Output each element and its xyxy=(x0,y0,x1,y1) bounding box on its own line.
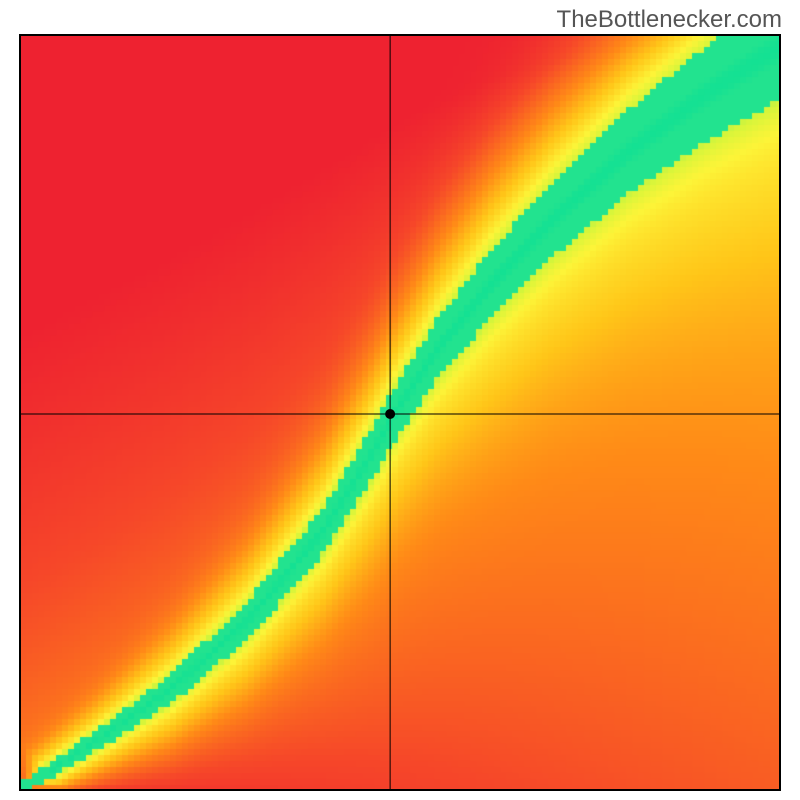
watermark-text: TheBottlenecker.com xyxy=(557,6,782,34)
chart-container: TheBottlenecker.com xyxy=(0,0,800,800)
heatmap-canvas xyxy=(20,35,780,790)
